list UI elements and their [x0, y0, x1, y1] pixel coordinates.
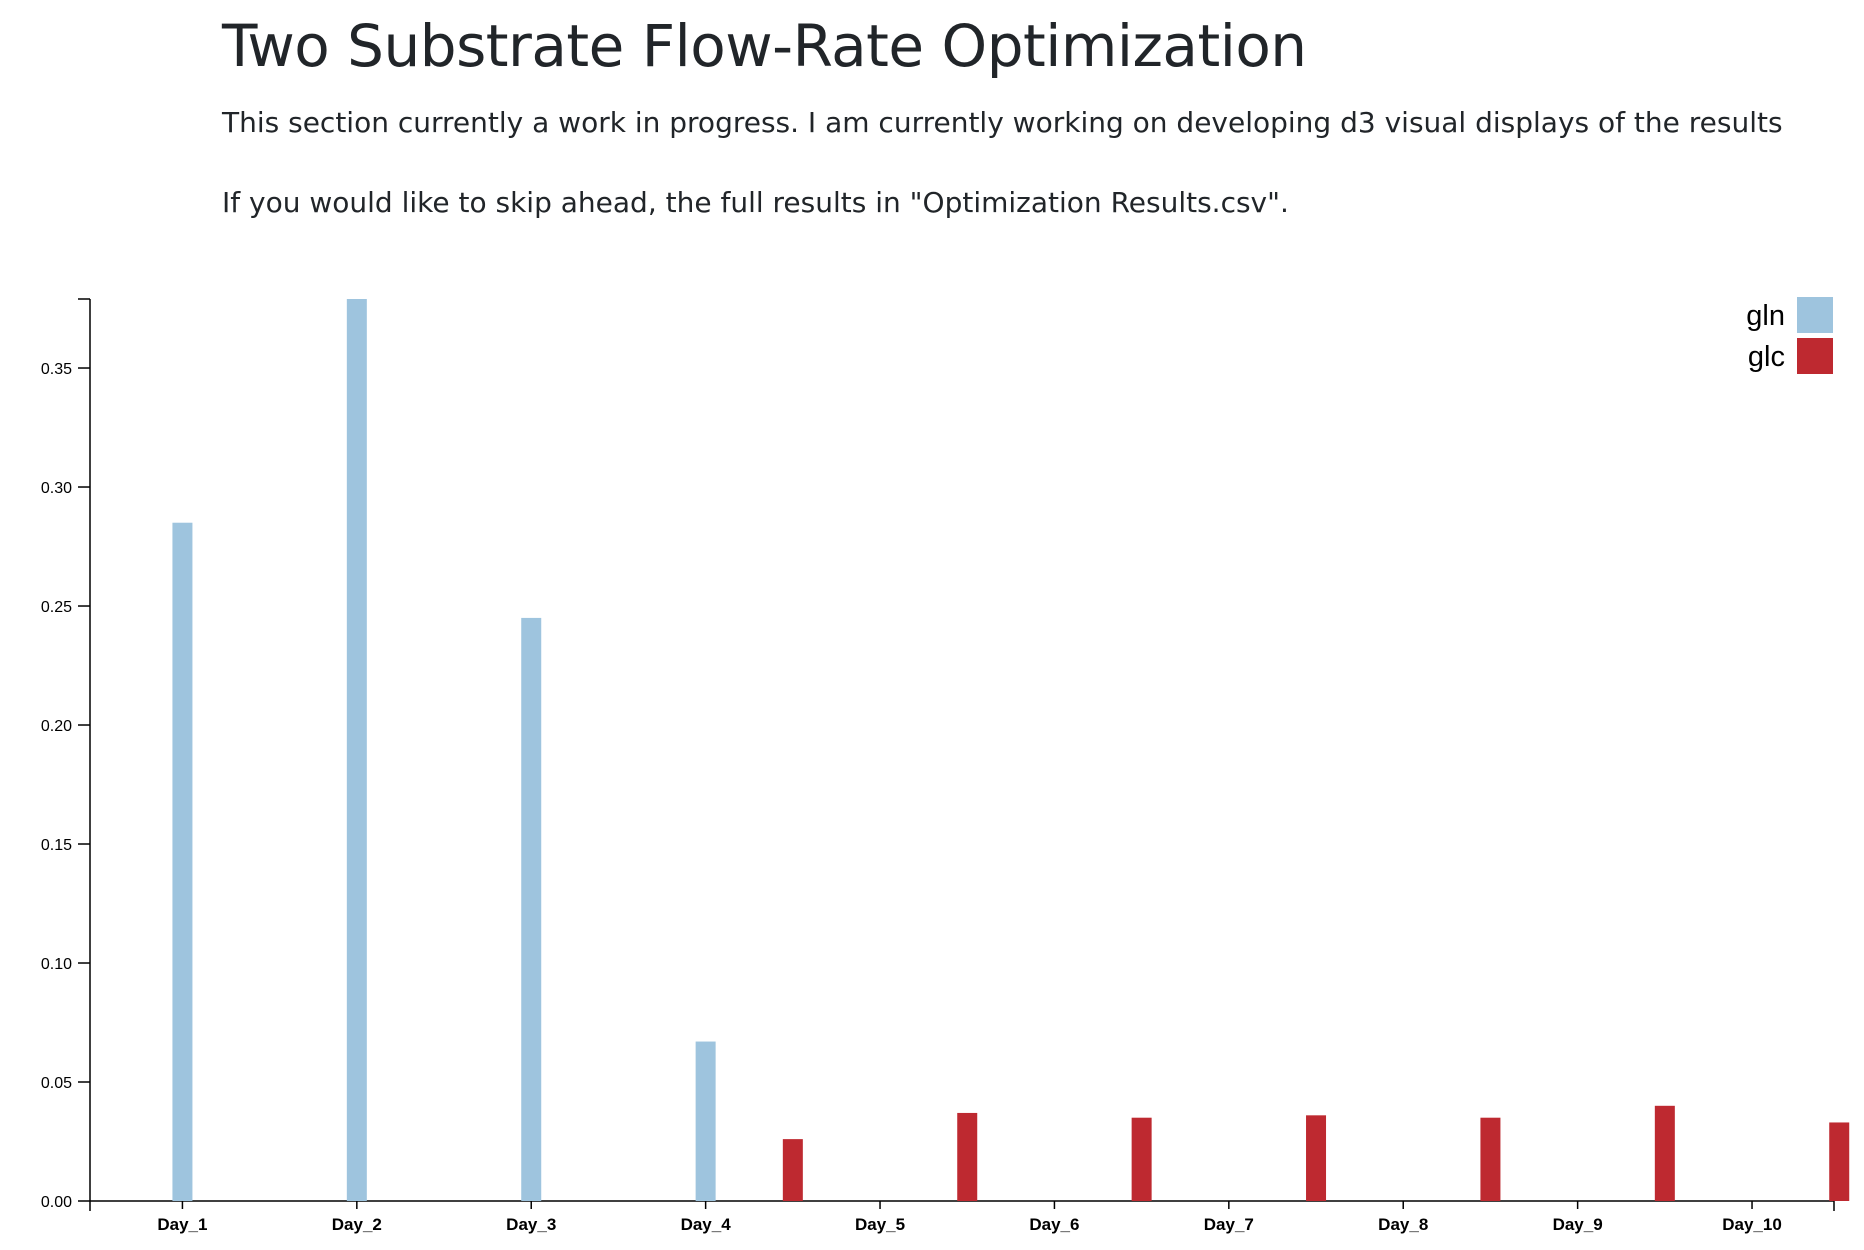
bar-glc — [957, 1112, 978, 1201]
x-tick-label: Day_9 — [1553, 1215, 1603, 1234]
bar-glc — [1654, 1105, 1675, 1201]
legend: gln glc — [1746, 297, 1833, 374]
y-tick-label: 0.35 — [41, 361, 72, 378]
x-tick-label: Day_5 — [855, 1215, 905, 1234]
bar-glc — [1480, 1117, 1501, 1201]
x-tick-label: Day_4 — [681, 1215, 732, 1234]
bar-glc — [1829, 1122, 1850, 1201]
x-tick-label: Day_1 — [157, 1215, 207, 1234]
legend-label-glc: glc — [1748, 341, 1785, 373]
y-tick-label: 0.00 — [41, 1194, 72, 1211]
y-tick-label: 0.15 — [41, 837, 72, 854]
x-tick-label: Day_2 — [332, 1215, 382, 1234]
skip-ahead-note: If you would like to skip ahead, the ful… — [222, 186, 1289, 219]
x-tick-label: Day_10 — [1722, 1215, 1782, 1234]
x-tick-label: Day_8 — [1378, 1215, 1428, 1234]
bars — [172, 299, 1850, 1201]
page-header: Two Substrate Flow-Rate Optimization Thi… — [222, 0, 1862, 222]
y-tick-label: 0.25 — [41, 599, 72, 616]
bar-glc — [1131, 1117, 1152, 1201]
x-tick-label: Day_7 — [1204, 1215, 1254, 1234]
page-title: Two Substrate Flow-Rate Optimization — [222, 12, 1307, 80]
y-tick-label: 0.30 — [41, 480, 72, 497]
intro-paragraph: This section currently a work in progres… — [222, 106, 1783, 139]
legend-swatch-glc — [1797, 338, 1833, 374]
y-tick-label: 0.20 — [41, 718, 72, 735]
bar-gln — [695, 1041, 716, 1201]
bar-gln — [346, 299, 367, 1201]
bar-glc — [782, 1139, 803, 1201]
legend-label-gln: gln — [1746, 300, 1785, 332]
x-tick-label: Day_6 — [1029, 1215, 1079, 1234]
bar-gln — [172, 522, 193, 1201]
bar-gln — [521, 617, 542, 1201]
y-tick-label: 0.05 — [41, 1075, 72, 1092]
x-axis: Day_1 Day_2 Day_3 Day_4 Day_5 Day_6 Day_7 Day_8… — [89, 1200, 1835, 1234]
bar-glc — [1306, 1115, 1327, 1201]
y-axis: 0.00 0.05 0.10 0.15 0.20 0.25 0.30 0.35 — [41, 298, 91, 1211]
legend-swatch-gln — [1797, 297, 1833, 333]
y-tick-label: 0.10 — [41, 956, 72, 973]
x-tick-label: Day_3 — [506, 1215, 556, 1234]
